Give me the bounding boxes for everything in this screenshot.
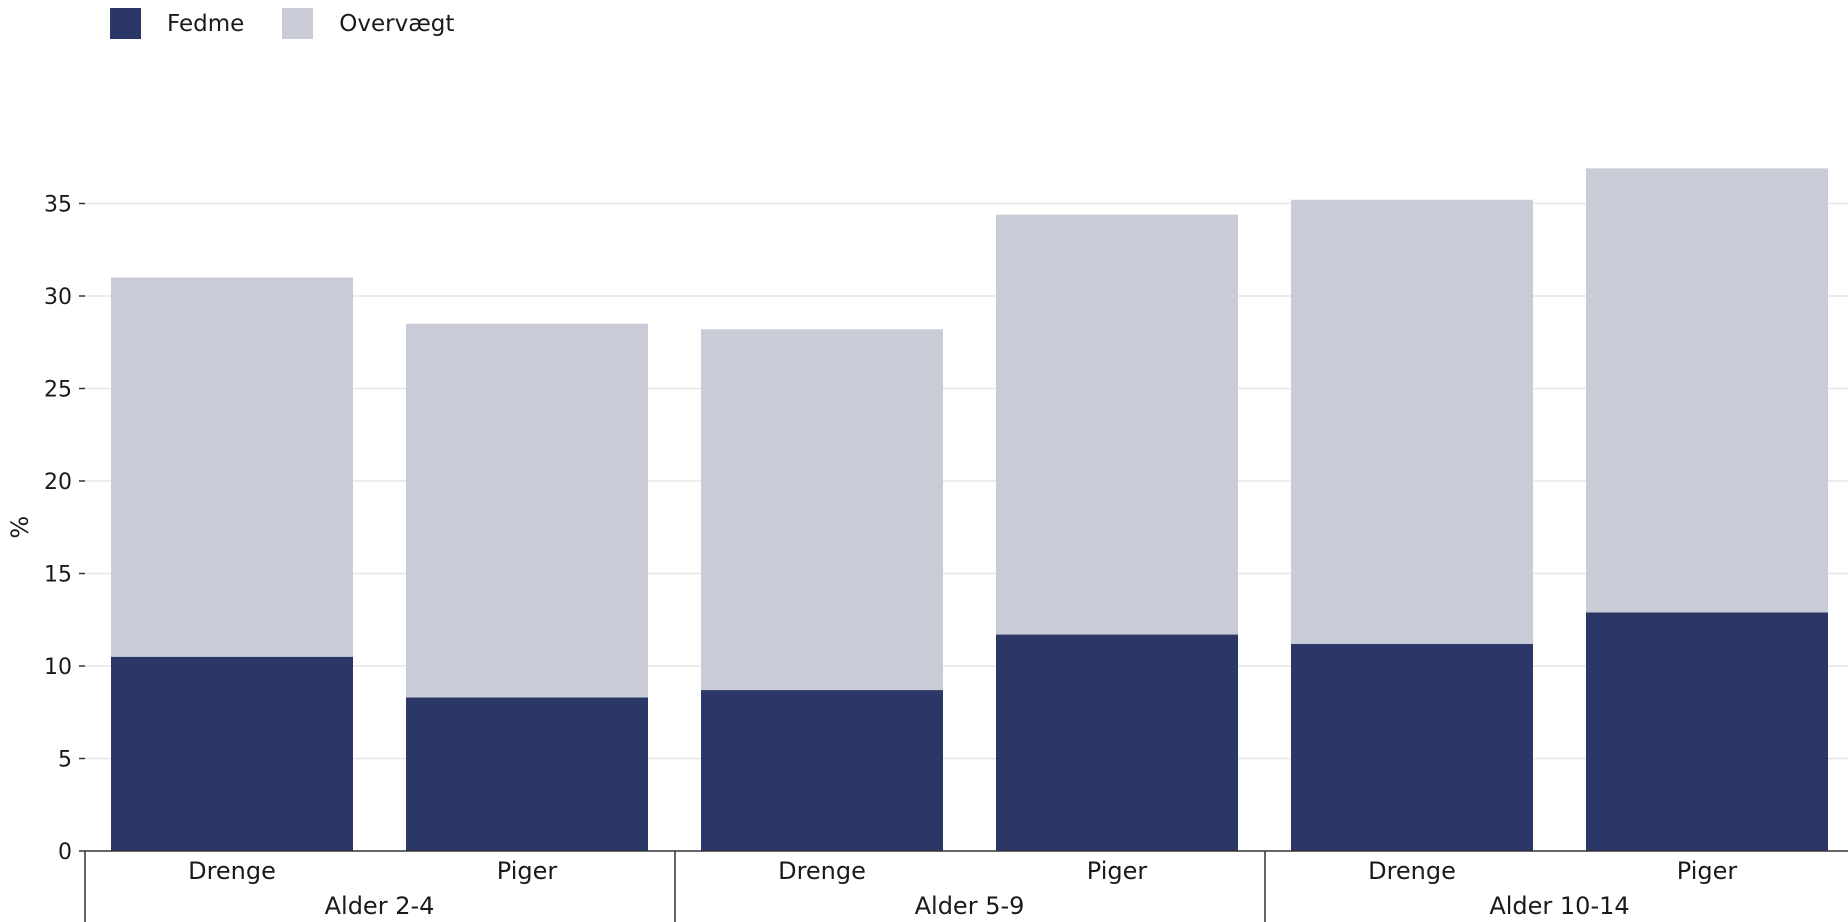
x-tick-label: Piger	[1677, 857, 1738, 885]
y-tick-label: 15	[44, 563, 72, 588]
legend: Fedme Overvægt	[110, 8, 492, 39]
group-label: Alder 5-9	[915, 892, 1025, 920]
bar-fedme	[701, 690, 943, 851]
x-tick-label: Drenge	[188, 857, 276, 885]
legend-swatch-overvaegt	[282, 8, 314, 39]
y-tick-label: 30	[44, 285, 72, 310]
legend-item-overvaegt[interactable]: Overvægt	[282, 8, 454, 39]
y-tick-label: 20	[44, 470, 72, 495]
legend-label-fedme: Fedme	[167, 10, 245, 37]
y-tick-label: 35	[44, 193, 72, 218]
bar-fedme	[1586, 612, 1828, 851]
y-tick-label: 0	[58, 840, 72, 865]
x-tick-label: Piger	[497, 857, 558, 885]
group-label: Alder 10-14	[1489, 892, 1629, 920]
bar-overvaegt	[406, 323, 648, 698]
y-axis-label: %	[6, 516, 34, 539]
bar-fedme	[996, 634, 1238, 851]
y-tick-label: 25	[44, 378, 72, 403]
bar-overvaegt	[996, 214, 1238, 635]
group-label: Alder 2-4	[325, 892, 435, 920]
bar-fedme	[1291, 643, 1533, 851]
legend-swatch-fedme	[110, 8, 141, 39]
bar-overvaegt	[701, 329, 943, 691]
bar-fedme	[111, 656, 353, 851]
y-tick-label: 10	[44, 655, 72, 680]
y-tick-label: 5	[58, 748, 72, 773]
bar-fedme	[406, 697, 648, 851]
bar-overvaegt	[1586, 168, 1828, 613]
legend-item-fedme[interactable]: Fedme	[110, 8, 244, 39]
x-tick-label: Drenge	[1368, 857, 1456, 885]
x-tick-label: Piger	[1087, 857, 1148, 885]
legend-label-overvaegt: Overvægt	[339, 10, 455, 37]
bar-overvaegt	[1291, 199, 1533, 644]
bar-overvaegt	[111, 277, 353, 657]
x-tick-label: Drenge	[778, 857, 866, 885]
